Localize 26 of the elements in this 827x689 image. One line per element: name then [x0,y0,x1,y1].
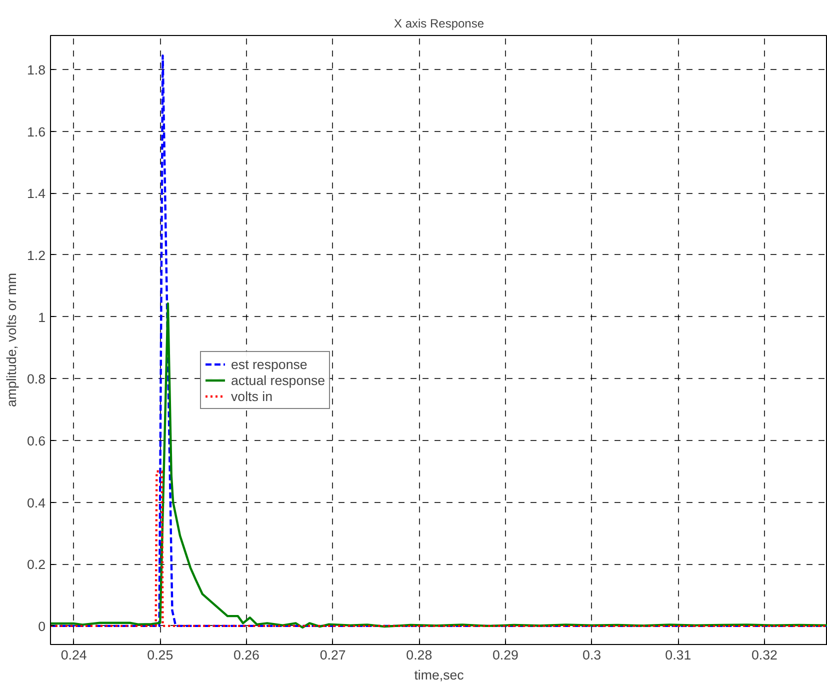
y-tick-label: 1.8 [26,62,46,78]
legend-label: actual response [231,372,326,388]
x-tick-label: 0.25 [147,648,174,662]
y-tick-label: 1 [38,310,46,325]
y-tick-label: 1.2 [26,248,46,263]
legend-label: volts in [231,388,272,404]
y-tick-label: 0.8 [26,372,46,387]
x-tick-label: 0.26 [234,648,260,662]
x-tick-label: 0.29 [492,648,518,662]
y-tick-label: 0.4 [26,495,46,510]
y-tick-label: 1.6 [26,124,46,140]
chart-title: X axis Response [394,16,484,30]
y-axis-title: amplitude, volts or mm [4,272,19,408]
y-tick-label: 0 [38,618,46,634]
legend-label: est response [231,356,308,372]
x-tick-label: 0.31 [665,648,692,662]
y-tick-label: 0.2 [26,557,46,572]
line-series [50,302,827,629]
x-tick-label: 0.28 [406,648,432,662]
x-axis-title: time,sec [414,668,464,682]
x-tick-label: 0.27 [320,648,346,662]
y-tick-label: 0.6 [26,433,46,448]
x-tick-label: 0.3 [582,648,602,662]
y-tick-label: 1.4 [26,186,46,202]
x-tick-label: 0.24 [60,648,88,662]
x-tick-label: 0.32 [752,648,778,662]
